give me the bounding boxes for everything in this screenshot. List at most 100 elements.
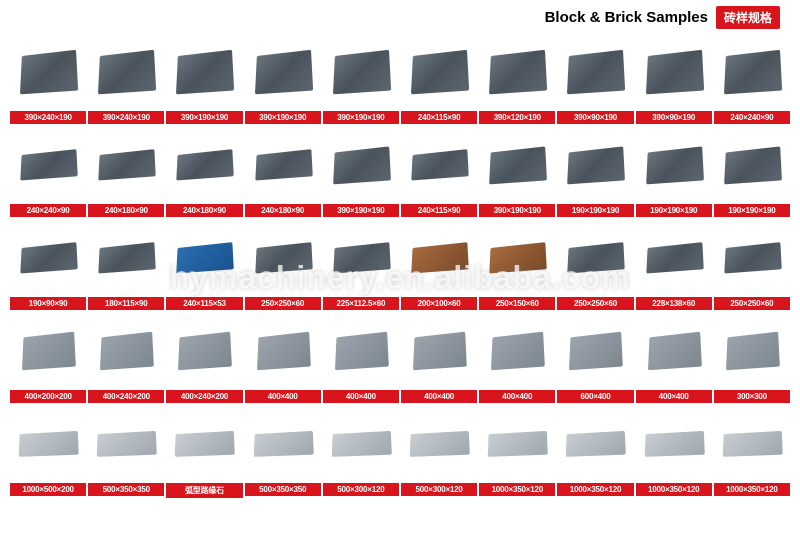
sample-caption: 240×240×90 <box>10 204 86 217</box>
block-icon <box>723 431 783 457</box>
sample-thumb <box>401 219 477 297</box>
block-icon <box>724 242 781 273</box>
sample-cell: 190×190×190 <box>714 126 790 217</box>
sample-grid: 390×240×190390×240×190390×190×190390×190… <box>0 33 800 498</box>
sample-caption: 390×90×190 <box>636 111 712 124</box>
sample-caption: 250×150×60 <box>479 297 555 310</box>
sample-caption: 390×120×190 <box>479 111 555 124</box>
block-icon <box>488 431 548 457</box>
sample-caption: 240×240×90 <box>714 111 790 124</box>
sample-thumb <box>166 219 242 297</box>
sample-caption: 600×400 <box>557 390 633 403</box>
block-icon <box>97 431 157 457</box>
sample-cell: 390×190×190 <box>245 33 321 124</box>
block-icon <box>255 149 312 180</box>
sample-cell: 200×100×60 <box>401 219 477 310</box>
sample-thumb <box>10 33 86 111</box>
sample-cell: 300×300 <box>714 312 790 403</box>
sample-cell: 240×115×90 <box>401 33 477 124</box>
block-icon <box>99 242 156 273</box>
sample-caption: 228×138×60 <box>636 297 712 310</box>
block-icon <box>489 146 547 184</box>
sample-thumb <box>323 405 399 483</box>
sample-caption: 240×180×90 <box>245 204 321 217</box>
sample-thumb <box>88 312 164 390</box>
sample-caption: 弧型路缘石 <box>166 483 242 498</box>
sample-thumb <box>245 126 321 204</box>
block-icon <box>333 50 391 95</box>
sample-cell: 390×90×190 <box>636 33 712 124</box>
sample-caption: 180×115×90 <box>88 297 164 310</box>
sample-thumb <box>166 33 242 111</box>
sample-thumb <box>401 33 477 111</box>
sample-thumb <box>636 312 712 390</box>
sample-caption: 190×190×190 <box>636 204 712 217</box>
sample-thumb <box>323 312 399 390</box>
sample-cell: 250×250×60 <box>245 219 321 310</box>
sample-caption: 250×250×60 <box>714 297 790 310</box>
block-icon <box>726 332 780 371</box>
sample-cell: 1000×350×120 <box>479 405 555 498</box>
sample-thumb <box>636 126 712 204</box>
sample-caption: 190×190×190 <box>557 204 633 217</box>
block-icon <box>646 146 704 184</box>
sample-cell: 240×180×90 <box>166 126 242 217</box>
sample-thumb <box>166 126 242 204</box>
block-icon <box>411 242 468 273</box>
sample-caption: 400×240×200 <box>166 390 242 403</box>
sample-caption: 400×400 <box>636 390 712 403</box>
sample-caption: 250×250×60 <box>245 297 321 310</box>
block-icon <box>333 242 390 273</box>
sample-cell: 400×240×200 <box>166 312 242 403</box>
block-icon <box>253 431 313 457</box>
block-icon <box>22 332 76 371</box>
sample-cell: 500×350×350 <box>245 405 321 498</box>
sample-thumb <box>10 405 86 483</box>
sample-thumb <box>714 33 790 111</box>
sample-thumb <box>323 33 399 111</box>
sample-thumb <box>636 405 712 483</box>
block-icon <box>255 50 313 95</box>
sample-thumb <box>479 219 555 297</box>
sample-caption: 1000×350×120 <box>714 483 790 496</box>
sample-cell: 250×150×60 <box>479 219 555 310</box>
sample-thumb <box>166 405 242 483</box>
sample-caption: 390×190×190 <box>166 111 242 124</box>
sample-cell: 500×300×120 <box>323 405 399 498</box>
sample-caption: 1000×350×120 <box>479 483 555 496</box>
sample-caption: 200×100×60 <box>401 297 477 310</box>
sample-thumb <box>479 312 555 390</box>
sample-cell: 240×240×90 <box>714 33 790 124</box>
sample-cell: 190×190×190 <box>557 126 633 217</box>
block-icon <box>568 242 625 273</box>
block-icon <box>724 146 782 184</box>
block-icon <box>20 242 77 273</box>
sample-cell: 弧型路缘石 <box>166 405 242 498</box>
sample-cell: 390×190×190 <box>166 33 242 124</box>
sample-cell: 600×400 <box>557 312 633 403</box>
sample-cell: 390×120×190 <box>479 33 555 124</box>
sample-caption: 390×190×190 <box>245 111 321 124</box>
sample-thumb <box>557 33 633 111</box>
sample-thumb <box>557 219 633 297</box>
sample-thumb <box>557 126 633 204</box>
sample-cell: 500×350×350 <box>88 405 164 498</box>
sample-cell: 228×138×60 <box>636 219 712 310</box>
sample-caption: 400×400 <box>323 390 399 403</box>
sample-cell: 390×240×190 <box>88 33 164 124</box>
sample-thumb <box>401 405 477 483</box>
block-icon <box>178 332 232 371</box>
sample-cell: 190×90×90 <box>10 219 86 310</box>
sample-thumb <box>479 405 555 483</box>
block-icon <box>20 50 78 95</box>
sample-thumb <box>479 126 555 204</box>
block-icon <box>491 332 545 371</box>
sample-cell: 400×400 <box>401 312 477 403</box>
sample-caption: 390×190×190 <box>479 204 555 217</box>
page-title: Block & Brick Samples <box>545 9 708 26</box>
sample-cell: 400×200×200 <box>10 312 86 403</box>
sample-cell: 1000×350×120 <box>557 405 633 498</box>
sample-cell: 240×115×53 <box>166 219 242 310</box>
sample-thumb <box>245 219 321 297</box>
sample-cell: 390×240×190 <box>10 33 86 124</box>
